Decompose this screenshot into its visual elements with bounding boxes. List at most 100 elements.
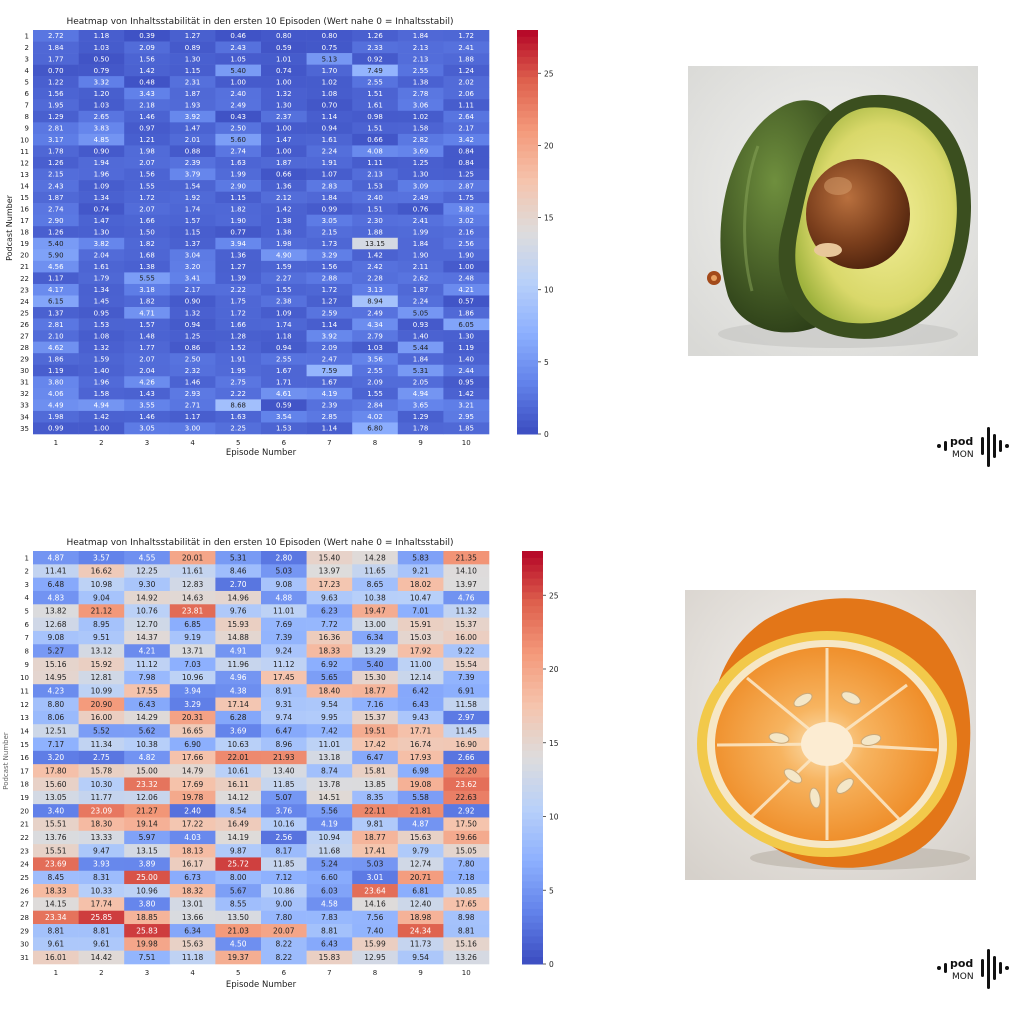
cell-value-label: 2.59 [322, 309, 338, 317]
colorbar-segment [517, 333, 538, 341]
cell-value-label: 12.14 [410, 673, 432, 682]
cell-value-label: 3.41 [185, 275, 201, 283]
cell-value-label: 9.76 [230, 607, 247, 616]
cell-value-label: 15.40 [319, 553, 341, 562]
heatmap-cell [397, 670, 444, 685]
cell-value-label: 3.56 [367, 355, 383, 363]
heatmap-cell [215, 697, 262, 712]
cell-value-label: 7.03 [184, 660, 201, 669]
heatmap-cell [397, 122, 444, 135]
cell-value-label: 2.13 [367, 171, 383, 179]
y-tick-label: 24 [20, 861, 29, 869]
y-tick-label: 4 [25, 594, 30, 602]
heatmap-cell [169, 577, 216, 592]
cell-value-label: 8.22 [275, 953, 292, 962]
cell-value-label: 14.79 [182, 766, 204, 775]
heatmap-cell [215, 295, 262, 308]
cell-value-label: 1.46 [139, 113, 155, 121]
cell-value-label: 7.69 [275, 620, 292, 629]
heatmap-cell [397, 910, 444, 925]
x-tick-label: 7 [327, 969, 331, 977]
cell-value-label: 9.61 [47, 940, 64, 949]
colorbar-segment [522, 633, 543, 641]
colorbar-tick-label: 25 [549, 591, 559, 600]
heatmap-cell [169, 884, 216, 898]
cell-value-label: 1.48 [139, 332, 155, 340]
cell-value-label: 0.39 [139, 32, 155, 40]
heatmap-cell [169, 817, 216, 832]
heatmap-cell [352, 844, 399, 858]
x-tick-label: 10 [462, 969, 471, 977]
cell-value-label: 3.55 [139, 402, 155, 410]
cell-value-label: 14.96 [227, 593, 249, 602]
heatmap-cell [397, 857, 444, 872]
heatmap-cell [215, 590, 262, 605]
heatmap-cell [397, 830, 444, 845]
x-tick-label: 4 [190, 439, 195, 447]
colorbar-segment [522, 716, 543, 724]
y-tick-label: 12 [20, 701, 29, 709]
heatmap-cell [215, 684, 262, 698]
cell-value-label: 19.47 [364, 607, 386, 616]
heatmap-cell [124, 670, 171, 685]
cell-value-label: 1.42 [276, 205, 292, 213]
heatmap-cell [306, 410, 353, 423]
heatmap-cell [306, 237, 353, 250]
cell-value-label: 7.49 [367, 67, 383, 75]
heatmap-cell [124, 226, 171, 239]
cell-value-label: 1.86 [48, 355, 64, 363]
colorbar-segment [517, 279, 538, 287]
heatmap-cell [261, 53, 307, 65]
heatmap-cell [352, 191, 399, 204]
cell-value-label: 11.85 [273, 780, 295, 789]
heatmap-cell [215, 283, 262, 296]
cell-value-label: 1.86 [458, 309, 474, 317]
cell-value-label: 0.48 [139, 78, 155, 86]
heatmap-cell [443, 804, 490, 818]
heatmap-cell [124, 53, 171, 65]
cell-value-label: 1.15 [230, 194, 246, 202]
cell-value-label: 11.85 [273, 860, 295, 869]
y-tick-label: 10 [20, 136, 29, 144]
cell-value-label: 1.29 [48, 113, 64, 121]
colorbar-segment [522, 612, 543, 621]
cell-value-label: 21.81 [410, 806, 432, 815]
heatmap-cell [215, 145, 262, 158]
heatmap-cell [306, 697, 353, 712]
y-tick-label: 28 [20, 344, 29, 352]
cell-value-label: 3.43 [139, 90, 155, 98]
cell-value-label: 2.17 [458, 125, 474, 133]
cell-value-label: 20.07 [273, 926, 295, 935]
heatmap-cell [215, 884, 262, 898]
heatmap-cell [215, 604, 262, 618]
cell-value-label: 1.21 [139, 136, 155, 144]
cell-value-label: 1.63 [230, 159, 246, 167]
heatmap-cell [33, 226, 79, 239]
heatmap-cell [124, 376, 171, 389]
heatmap-cell [33, 937, 79, 951]
heatmap-cell [443, 295, 490, 308]
heatmap-cell [215, 203, 262, 215]
heatmap-cell [306, 590, 353, 605]
cell-value-label: 5.97 [139, 833, 156, 842]
cell-value-label: 0.94 [322, 125, 338, 133]
heatmap-cell [33, 910, 79, 925]
cell-value-label: 10.33 [91, 886, 113, 895]
y-tick-label: 2 [25, 44, 29, 52]
heatmap-cell [397, 341, 444, 354]
cell-value-label: 4.03 [184, 833, 201, 842]
cell-value-label: 9.79 [412, 846, 429, 855]
heatmap-cell [169, 630, 216, 645]
heatmap-cell [124, 551, 171, 565]
cell-value-label: 5.24 [321, 860, 338, 869]
heatmap-cell [78, 937, 125, 951]
heatmap-cell [443, 684, 490, 698]
cell-value-label: 2.50 [185, 355, 201, 363]
y-tick-label: 13 [20, 714, 29, 722]
heatmap-cell [443, 387, 490, 400]
cell-value-label: 18.30 [91, 820, 113, 829]
cell-value-label: 10.16 [273, 820, 295, 829]
heatmap-cell [215, 133, 262, 146]
heatmap-cell [352, 76, 399, 89]
heatmap-cell [124, 737, 171, 752]
